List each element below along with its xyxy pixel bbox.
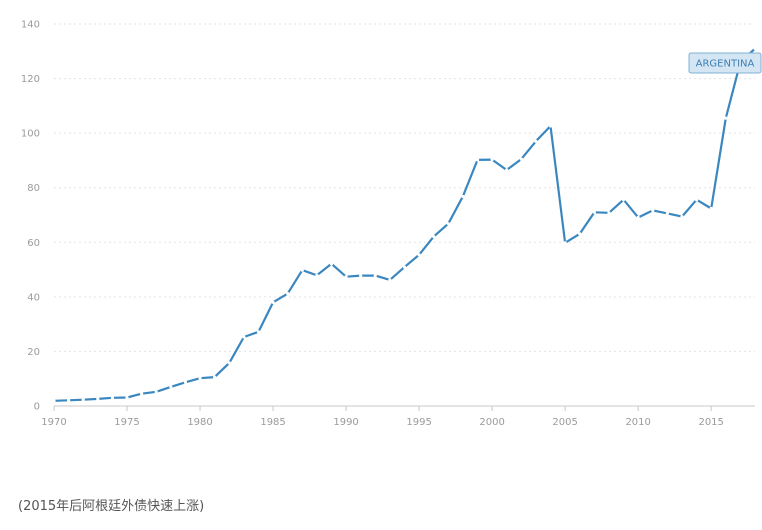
y-tick-label-120: 120 — [21, 74, 40, 85]
data-point-1982 — [227, 361, 231, 365]
x-tick-label-1970: 1970 — [41, 417, 66, 428]
data-point-1970 — [52, 399, 56, 403]
y-tick-label-100: 100 — [21, 129, 40, 140]
y-tick-label-20: 20 — [27, 347, 40, 358]
data-point-1998 — [461, 194, 465, 199]
series-line-0 — [53, 47, 756, 402]
data-point-2012 — [665, 211, 669, 215]
data-point-1975 — [125, 395, 129, 400]
x-tick-label-2000: 2000 — [479, 417, 504, 428]
data-point-2011 — [651, 208, 655, 212]
data-point-1971 — [67, 398, 71, 402]
x-tick-label-2010: 2010 — [625, 417, 650, 428]
x-tick-label-1980: 1980 — [187, 417, 212, 428]
series — [52, 46, 757, 403]
data-point-1972 — [81, 398, 85, 402]
data-point-1973 — [96, 397, 100, 401]
data-point-1979 — [183, 380, 188, 384]
data-point-2018 — [753, 46, 757, 51]
data-point-2005 — [563, 241, 567, 245]
grid — [54, 23, 755, 352]
data-point-2002 — [519, 157, 523, 161]
data-point-1976 — [140, 392, 144, 396]
y-tick-label-0: 0 — [34, 402, 40, 413]
data-point-2007 — [592, 210, 596, 214]
series-callout: ARGENTINA — [688, 52, 762, 74]
data-point-2013 — [680, 215, 684, 219]
data-point-1995 — [417, 253, 421, 257]
y-axis-ticks: 0 20 40 60 80 100 120 140 — [21, 20, 40, 413]
x-tick-label-1975: 1975 — [114, 417, 139, 428]
data-point-2014 — [694, 198, 699, 202]
data-point-1977 — [154, 390, 158, 394]
x-tick-label-2015: 2015 — [698, 417, 723, 428]
data-point-1978 — [169, 385, 173, 389]
data-point-1987 — [300, 268, 304, 272]
data-point-1985 — [271, 300, 275, 304]
series-label-box — [688, 52, 762, 74]
data-point-2001 — [505, 168, 509, 172]
x-tick-label-1985: 1985 — [260, 417, 285, 428]
data-point-1980 — [198, 376, 202, 380]
data-point-2010 — [636, 215, 640, 220]
x-tick-label-2005: 2005 — [552, 417, 577, 428]
data-point-1996 — [432, 234, 436, 239]
data-point-1991 — [359, 273, 363, 278]
data-point-1997 — [446, 222, 450, 226]
x-axis-ticks: 1970 1975 1980 1985 1990 1995 2000 2005 2010 2015 — [41, 406, 724, 428]
data-point-1992 — [373, 273, 377, 278]
data-point-1999 — [475, 158, 480, 162]
data-point-2004 — [548, 124, 553, 128]
series-label-text: ARGENTINA — [696, 59, 755, 70]
y-tick-label-40: 40 — [27, 292, 40, 303]
data-point-1994 — [402, 265, 407, 269]
y-tick-label-60: 60 — [27, 238, 40, 249]
data-point-1990 — [344, 275, 348, 279]
y-tick-label-140: 140 — [21, 20, 40, 31]
x-tick-label-1990: 1990 — [333, 417, 358, 428]
data-point-2008 — [607, 211, 611, 215]
data-point-1989 — [329, 262, 334, 266]
x-tick-label-1995: 1995 — [406, 417, 431, 428]
data-point-2015 — [709, 206, 713, 211]
data-point-1981 — [213, 375, 217, 379]
data-point-2009 — [621, 198, 626, 202]
data-point-2016 — [724, 116, 728, 120]
caption: (2015年后阿根廷外债快速上涨) — [18, 499, 205, 514]
y-tick-label-80: 80 — [27, 183, 40, 194]
data-point-1988 — [315, 273, 319, 277]
data-point-2000 — [490, 158, 494, 162]
data-point-1974 — [110, 396, 115, 400]
data-point-1986 — [286, 291, 290, 296]
data-point-1983 — [242, 335, 246, 339]
data-point-1993 — [388, 278, 392, 282]
data-point-2006 — [578, 232, 582, 236]
data-point-1984 — [256, 330, 261, 334]
data-point-2003 — [534, 139, 538, 143]
